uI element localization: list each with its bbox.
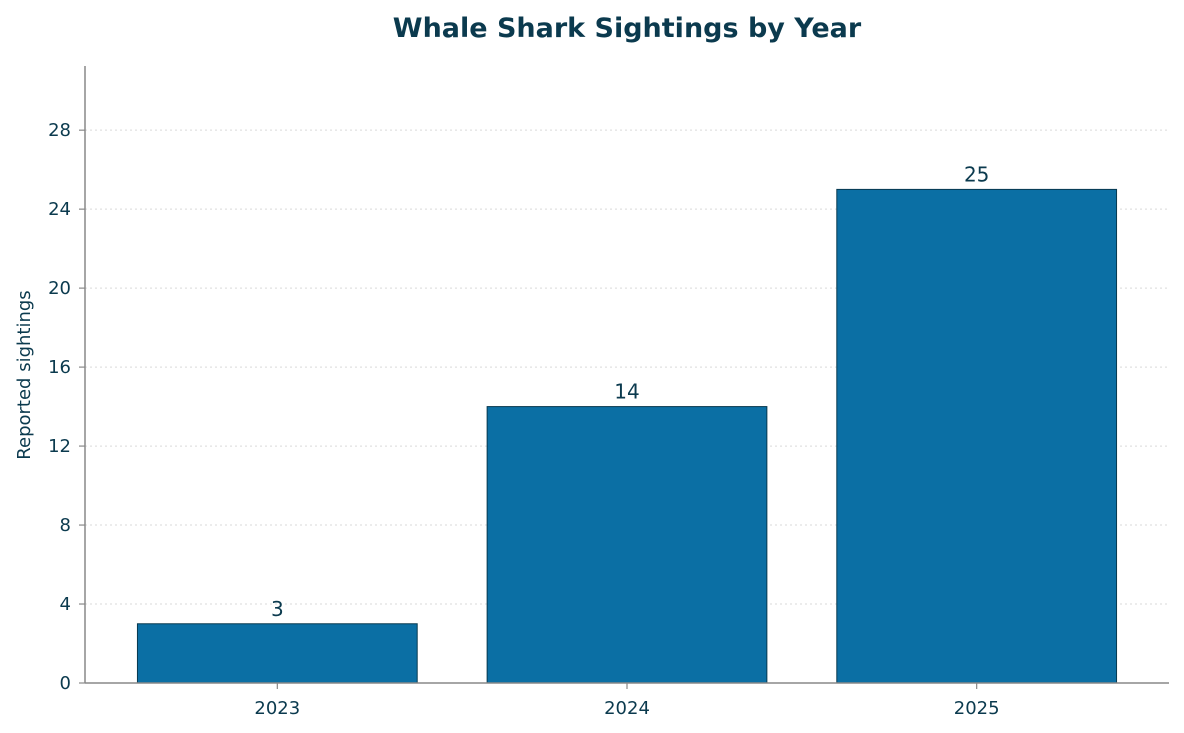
bar-2025: [836, 188, 1118, 684]
x-tick-label-2023: 2023: [254, 698, 300, 719]
data-label-2023: 3: [271, 597, 284, 621]
data-label-2025: 25: [964, 162, 989, 186]
bar-2023: [136, 623, 418, 684]
y-tick-label-8: 8: [60, 515, 71, 536]
x-tick-label-2025: 2025: [954, 698, 1000, 719]
x-axis-ticks: 2023 2024 2025: [254, 683, 1000, 719]
y-tick-label-28: 28: [48, 120, 71, 141]
data-label-2024: 14: [614, 380, 639, 404]
y-tick-label-4: 4: [60, 594, 71, 615]
data-labels: 3 14 25: [271, 162, 989, 620]
y-axis-ticks: 0 4 8 12 16 20 24 28: [48, 120, 85, 694]
bar-2024: [486, 406, 768, 684]
y-tick-label-20: 20: [48, 278, 71, 299]
y-tick-label-16: 16: [48, 357, 71, 378]
y-tick-label-12: 12: [48, 436, 71, 457]
x-tick-label-2024: 2024: [604, 698, 650, 719]
y-tick-label-0: 0: [60, 673, 71, 694]
y-axis-label: Reported sightings: [14, 290, 35, 459]
bars: [136, 188, 1118, 684]
y-tick-label-24: 24: [48, 199, 71, 220]
chart-title: Whale Shark Sightings by Year: [393, 13, 862, 44]
